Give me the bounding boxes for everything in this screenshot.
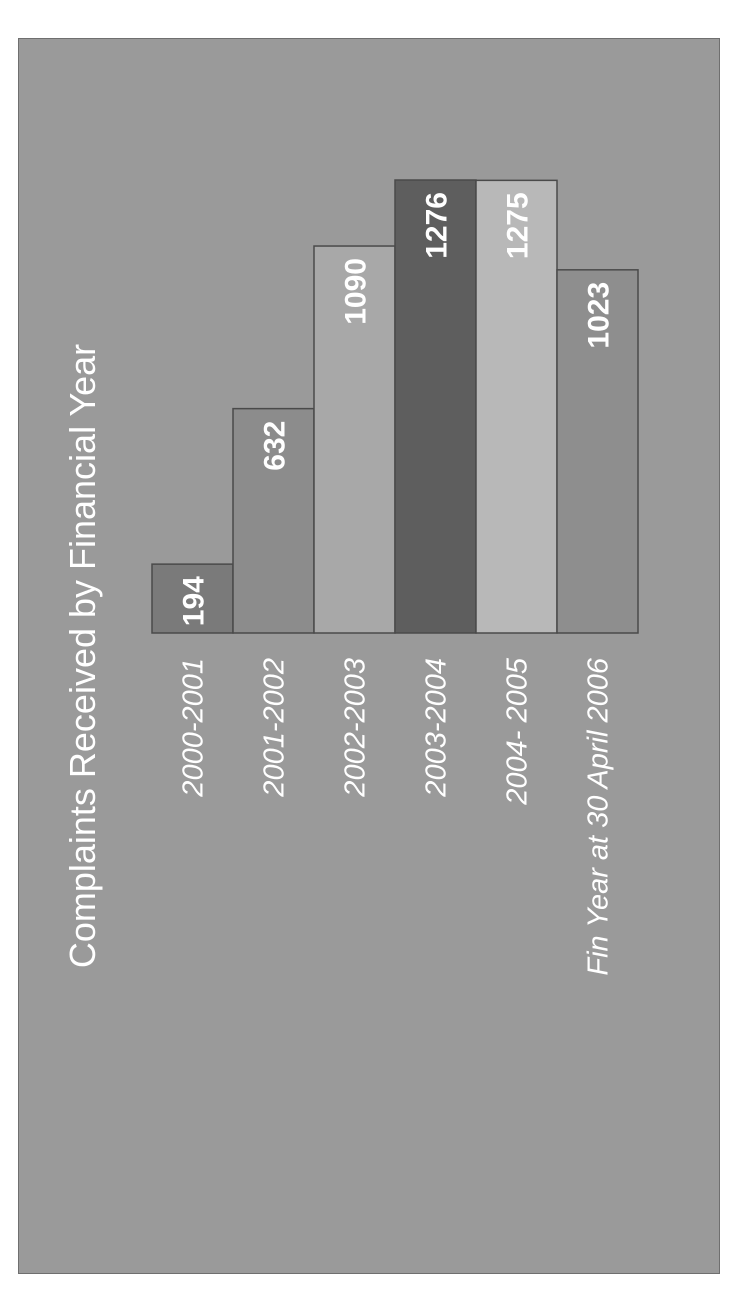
chart-slide: Complaints Received by Financial Year 20… <box>18 38 720 1274</box>
bar-6 <box>556 269 639 634</box>
category-label-6: Fin Year at 30 April 2006 <box>583 657 615 975</box>
value-label-6: 1023 <box>583 282 616 349</box>
category-label-3: 2002-2003 <box>340 658 372 798</box>
value-label-4: 1276 <box>421 192 454 259</box>
value-label-5: 1275 <box>502 192 535 259</box>
category-label-4: 2003-2004 <box>421 658 453 798</box>
value-label-1: 194 <box>178 576 211 626</box>
value-label-3: 1090 <box>340 258 373 325</box>
category-label-5: 2004- 2005 <box>502 657 534 806</box>
chart-title: Complaints Received by Financial Year <box>62 344 103 968</box>
chart: Complaints Received by Financial Year 20… <box>62 179 639 976</box>
value-label-2: 632 <box>259 421 292 471</box>
category-label-2: 2001-2002 <box>259 658 291 798</box>
category-label-1: 2000-2001 <box>178 658 210 798</box>
